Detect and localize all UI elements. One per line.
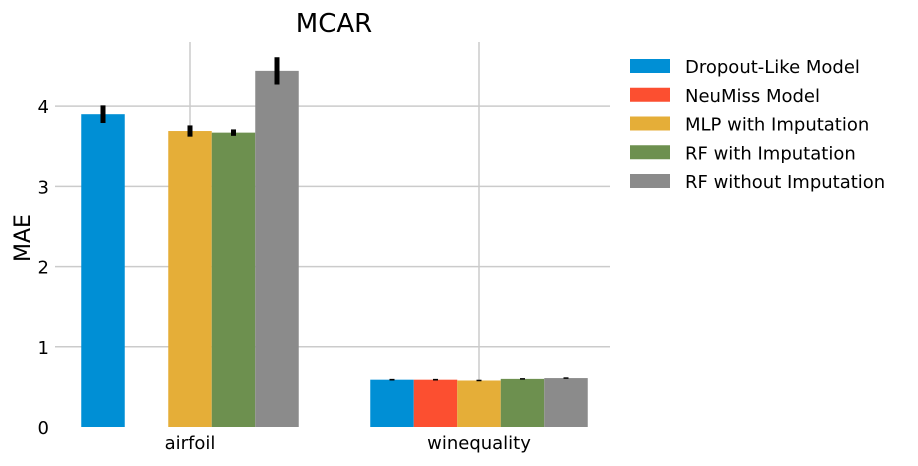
legend-swatch: [630, 116, 670, 131]
bar: [370, 379, 414, 427]
bar: [168, 131, 212, 427]
legend-label: RF without Imputation: [685, 172, 885, 193]
legend-swatch: [630, 59, 670, 73]
error-bar: [100, 105, 106, 124]
error-bar: [433, 378, 438, 381]
error-bar: [389, 378, 395, 381]
bar: [81, 114, 125, 427]
error-bar: [476, 379, 482, 382]
x-axis-ticks: airfoil winequality: [165, 433, 532, 454]
bar: [457, 380, 501, 427]
y-axis-label: MAE: [11, 214, 36, 262]
error-bar: [187, 125, 193, 137]
error-bars: [100, 57, 569, 382]
legend: Dropout-Like Model NeuMiss Model MLP with …: [630, 57, 885, 193]
grid-lines: [55, 42, 610, 427]
bar: [255, 70, 299, 427]
y-tick-label: 4: [38, 97, 49, 118]
legend-swatch: [630, 174, 670, 188]
error-bar: [563, 377, 569, 379]
y-tick-label: 1: [38, 338, 49, 359]
legend-swatch: [630, 145, 670, 160]
y-tick-label: 0: [38, 418, 49, 439]
legend-label: RF with Imputation: [685, 143, 856, 164]
legend-label: Dropout-Like Model: [685, 57, 860, 78]
bar: [413, 379, 458, 427]
bar: [211, 132, 256, 427]
bar: [500, 378, 545, 427]
bar: [544, 378, 588, 427]
y-axis-ticks: 0 1 2 3 4: [38, 97, 49, 439]
bars: [81, 70, 588, 427]
x-tick-label: winequality: [427, 433, 531, 454]
error-bar: [274, 57, 280, 85]
y-tick-label: 2: [38, 258, 49, 279]
x-tick-label: airfoil: [165, 433, 216, 454]
legend-label: NeuMiss Model: [685, 86, 820, 107]
legend-label: MLP with Imputation: [685, 115, 869, 136]
error-bar: [231, 129, 236, 136]
legend-swatch: [630, 87, 670, 102]
error-bar: [520, 378, 525, 380]
chart-title: MCAR: [296, 9, 372, 39]
y-tick-label: 3: [38, 177, 49, 198]
